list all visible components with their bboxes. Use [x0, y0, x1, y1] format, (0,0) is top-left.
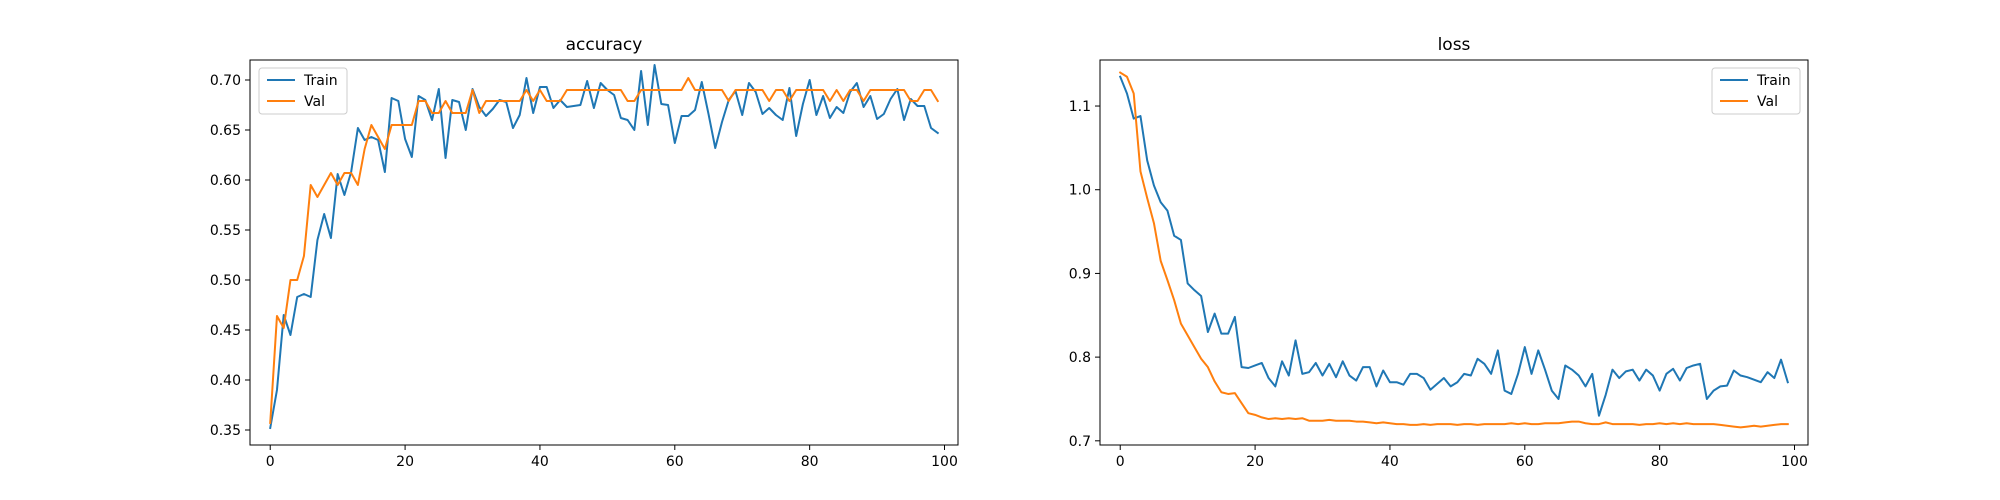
- accuracy-chart: accuracy 0 20 40 60 80 100 0.35 0.40 0.45 0.50 0.55…: [210, 35, 959, 470]
- loss-x-tick-label: 20: [1246, 454, 1264, 470]
- loss-y-tick-label: 1.0: [1069, 183, 1091, 199]
- accuracy-legend: Train Val: [258, 67, 348, 115]
- accuracy-x-tick-label: 60: [666, 454, 684, 470]
- accuracy-y-tick-label: 0.70: [210, 73, 241, 89]
- loss-legend: Train Val: [1711, 67, 1801, 115]
- loss-legend-label-train: Train: [1756, 73, 1791, 89]
- accuracy-x-tick-label: 0: [266, 454, 275, 470]
- accuracy-y-tick-label: 0.40: [210, 373, 241, 389]
- accuracy-x-tick-label: 80: [801, 454, 819, 470]
- accuracy-series-group: [269, 64, 940, 430]
- loss-x-tick-label: 80: [1651, 454, 1669, 470]
- accuracy-series-train-line: [269, 64, 940, 430]
- accuracy-series-val-line: [269, 77, 940, 425]
- loss-legend-label-val: Val: [1757, 94, 1778, 110]
- accuracy-y-tick-label: 0.50: [210, 273, 241, 289]
- loss-series-train-line: [1118, 75, 1790, 417]
- accuracy-y-tick-label: 0.35: [210, 423, 241, 439]
- accuracy-y-tick-label: 0.60: [210, 173, 241, 189]
- loss-series-val-line: [1118, 71, 1789, 429]
- loss-x-tick-label: 100: [1781, 454, 1808, 470]
- loss-y-tick-label: 0.7: [1069, 434, 1091, 450]
- loss-x-tick-label: 60: [1516, 454, 1534, 470]
- accuracy-x-tick-label: 20: [396, 454, 414, 470]
- loss-y-tick-label: 0.9: [1069, 266, 1091, 282]
- accuracy-y-tick-label: 0.55: [210, 223, 241, 239]
- loss-y-tick-label: 0.8: [1069, 350, 1091, 366]
- loss-title: loss: [1438, 35, 1471, 55]
- loss-axes-frame: [1099, 59, 1809, 446]
- loss-y-tick-label: 1.1: [1069, 99, 1091, 115]
- accuracy-title: accuracy: [566, 35, 643, 55]
- loss-x-tick-label: 0: [1116, 454, 1125, 470]
- accuracy-x-tick-label: 40: [531, 454, 549, 470]
- accuracy-axes-frame: [249, 59, 959, 446]
- accuracy-x-tick-label: 100: [931, 454, 958, 470]
- accuracy-legend-label-val: Val: [304, 94, 325, 110]
- loss-series-group: [1118, 71, 1790, 429]
- loss-chart: loss 0 20 40 60 80 100 0.7 0.8 0.9 1.0 1.1 Train Val: [1069, 35, 1809, 470]
- loss-x-tick-label: 40: [1381, 454, 1399, 470]
- accuracy-y-tick-label: 0.45: [210, 323, 241, 339]
- accuracy-y-tick-label: 0.65: [210, 123, 241, 139]
- accuracy-legend-label-train: Train: [303, 73, 338, 89]
